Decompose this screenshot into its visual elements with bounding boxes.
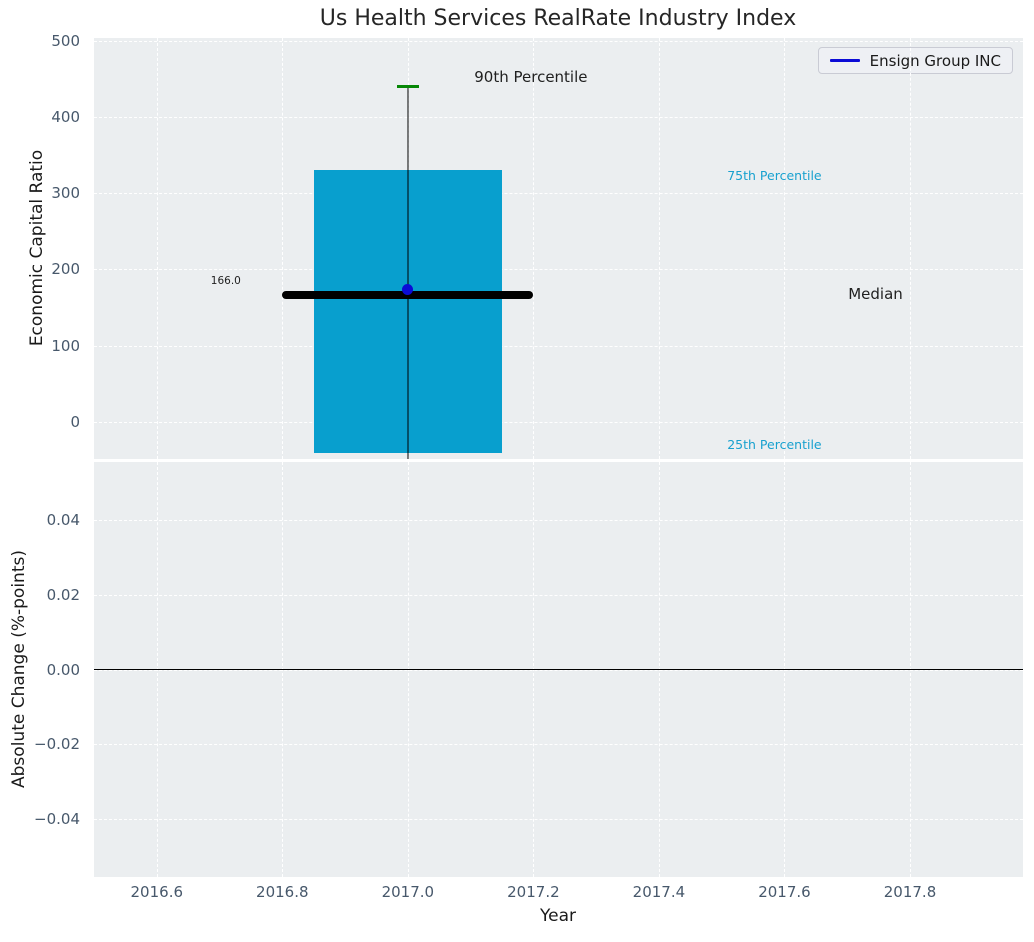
gridline-vertical [910,38,911,459]
gridline-vertical [282,38,284,459]
gridline-vertical [658,38,660,459]
bottom-axes-absolute-change [94,462,1023,877]
x-tick-label: 2016.8 [256,883,309,901]
p90-percentile-label: 90th Percentile [474,68,588,87]
whisker-line [407,86,409,459]
y-tick-label-top: 100 [51,336,80,355]
gridline-horizontal [94,519,1023,521]
median-line [282,291,534,300]
x-tick-label: 2017.0 [381,883,435,901]
gridline-horizontal [94,269,1023,271]
gridline-horizontal [94,594,1023,596]
y-tick-label-bottom: 0.04 [46,510,80,529]
legend-line-sample [829,59,860,62]
gridline-horizontal [94,819,1023,821]
median-value-label: 166.0 [210,274,241,287]
median-label: Median [848,284,903,303]
gridline-vertical [156,38,158,459]
legend: Ensign Group INC [817,47,1013,74]
x-tick-label: 2017.6 [758,883,811,901]
p90-cap [396,84,419,88]
y-axis-label-top: Economic Capital Ratio [27,149,47,347]
chart-title: Us Health Services RealRate Industry Ind… [319,6,797,31]
p25-percentile-label: 25th Percentile [727,437,822,452]
x-axis-label: Year [540,906,576,926]
x-tick-label: 2017.4 [632,883,686,901]
gridline-horizontal [94,116,1023,118]
y-tick-label-top: 400 [51,107,80,126]
y-tick-label-top: 0 [70,413,80,431]
y-tick-label-top: 200 [51,260,80,279]
x-tick-label: 2017.2 [507,883,560,901]
gridline-horizontal [94,744,1023,746]
x-tick-label: 2016.6 [130,883,184,901]
zero-line [94,668,1023,671]
top-axes-economic-capital-ratio: Ensign Group INC 90th Percentile 166.0 75t… [94,38,1023,459]
y-tick-label-top: 300 [51,184,80,203]
gridline-horizontal [94,40,1023,42]
y-tick-label-bottom: −0.04 [34,810,80,829]
company-marker-dot [402,283,414,295]
gridline-horizontal [94,422,1023,423]
p75-percentile-label: 75th Percentile [727,168,822,184]
y-tick-label-bottom: −0.02 [34,735,80,754]
y-tick-label-bottom: 0.00 [46,660,80,679]
gridline-horizontal [94,193,1023,195]
gridline-horizontal [94,345,1023,347]
gridline-vertical [533,38,535,459]
y-tick-label-top: 500 [51,31,80,50]
x-tick-label: 2017.8 [883,883,937,901]
gridline-vertical [784,38,786,459]
legend-label: Ensign Group INC [869,51,1001,70]
y-tick-label-bottom: 0.02 [46,585,80,604]
